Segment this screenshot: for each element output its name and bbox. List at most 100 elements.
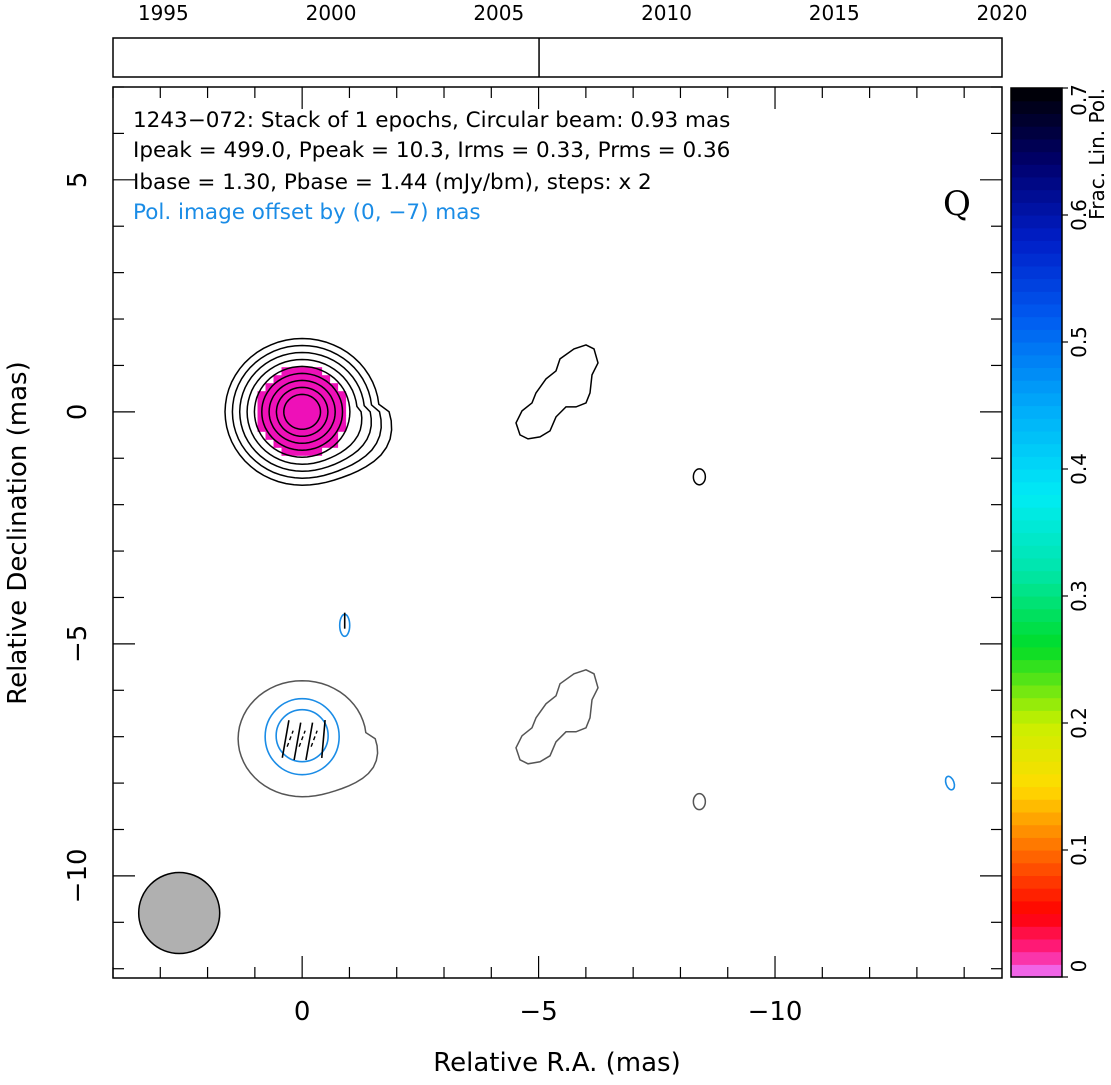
colorbar-tick-label: 0.1: [1067, 834, 1091, 866]
colorbar-ticks: 0 0.1 0.2 0.3 0.4 0.5 0.6 0.7: [1062, 84, 1091, 978]
frac-pol-pixel: [305, 447, 315, 456]
x-axis-ticks: 0 −5 −10: [112, 87, 965, 1027]
frac-pol-pixel: [289, 447, 299, 456]
colorbar-cell: [1011, 672, 1062, 686]
frac-pol-pixel: [305, 367, 315, 376]
frac-pol-pixel: [313, 431, 323, 440]
offset-note: Pol. image offset by (0, −7) mas: [133, 200, 481, 225]
colorbar: 0 0.1 0.2 0.3 0.4 0.5 0.6 0.7 Frac. Lin. Pol.: [1010, 84, 1109, 978]
y-tick-label: 0: [63, 404, 93, 421]
stokes-i-contour: [275, 386, 329, 438]
epoch-year-label: 2000: [306, 1, 357, 25]
pol-contours: [264, 613, 956, 791]
frac-pol-pixel: [289, 383, 299, 392]
frac-pol-pixel: [297, 447, 307, 456]
stokes-i-contours: [224, 337, 707, 811]
colorbar-cell: [1011, 443, 1062, 457]
frac-pol-pixel: [297, 431, 307, 440]
frac-pol-pixel: [297, 423, 307, 432]
pol-contour: [264, 697, 340, 776]
frac-pol-pixel: [329, 407, 339, 416]
knot-contour: [692, 468, 707, 486]
y-tick-label: −10: [63, 848, 93, 903]
y-axis-ticks: 5 0 −5 −10: [63, 86, 1002, 970]
epoch-year-label: 2015: [809, 1, 860, 25]
colorbar-cell: [1011, 367, 1062, 381]
frac-pol-pixel: [257, 423, 267, 432]
stokes-i-contour: [253, 365, 351, 458]
colorbar-cell: [1011, 240, 1062, 254]
info-line-1: 1243−072: Stack of 1 epochs, Circular be…: [133, 108, 730, 133]
colorbar-cell: [1011, 380, 1062, 394]
colorbar-cell: [1011, 938, 1062, 953]
frac-pol-pixel: [265, 383, 275, 392]
frac-pol-pixel: [281, 391, 291, 400]
evpa-stick-inner: [310, 730, 318, 747]
colorbar-cell: [1011, 799, 1062, 813]
frac-pol-pixel: [297, 407, 307, 416]
epoch-year-label: 1995: [138, 1, 189, 25]
evpa-stick: [320, 720, 326, 759]
colorbar-cell: [1011, 392, 1062, 407]
colorbar-cell: [1011, 646, 1062, 661]
colorbar-cell: [1011, 596, 1062, 610]
colorbar-tick-label: 0.3: [1067, 580, 1091, 612]
frac-pol-pixel: [313, 367, 323, 376]
colorbar-cell: [1011, 126, 1062, 140]
frac-pol-pixel: [329, 439, 339, 448]
frac-pol-pixel: [321, 407, 331, 416]
evpa-stick-inner: [298, 730, 306, 747]
colorbar-cell: [1011, 532, 1062, 546]
colorbar-cell: [1011, 113, 1062, 127]
frac-pol-pixel: [337, 391, 347, 400]
colorbar-tick-label: 0.7: [1067, 84, 1091, 116]
frac-pol-pixel: [329, 391, 339, 400]
colorbar-cell: [1011, 100, 1062, 114]
frac-pol-pixel: [313, 447, 323, 456]
stokes-i-contour: [283, 393, 322, 431]
colorbar-tick-label: 0: [1067, 960, 1091, 973]
colorbar-cell: [1011, 862, 1062, 876]
frac-pol-pixel: [265, 423, 275, 432]
colorbar-cell: [1011, 88, 1062, 102]
colorbar-cell: [1011, 329, 1062, 343]
frac-pol-pixel: [337, 423, 347, 432]
colorbar-cell: [1011, 519, 1062, 534]
frac-pol-pixel: [321, 375, 331, 384]
colorbar-cell: [1011, 342, 1062, 356]
frac-pol-pixel: [281, 431, 291, 440]
knot-contour-offset: [692, 792, 707, 811]
colorbar-cell: [1011, 507, 1062, 521]
colorbar-cell: [1011, 253, 1062, 267]
frac-pol-pixel: [273, 439, 283, 448]
evpa-stick: [305, 722, 314, 761]
frac-pol-pixel: [329, 423, 339, 432]
jet-contour: [515, 344, 599, 440]
frac-pol-pixel: [297, 415, 307, 424]
colorbar-cell: [1011, 583, 1062, 597]
frac-pol-pixel: [305, 375, 315, 384]
colorbar-cell: [1011, 786, 1062, 800]
colorbar-cell: [1011, 926, 1062, 940]
frac-pol-pixel: [281, 439, 291, 448]
stokes-i-contour: [238, 351, 372, 472]
stokes-letter: Q: [943, 184, 971, 224]
colorbar-cell: [1011, 735, 1062, 749]
pol-contour: [275, 708, 329, 763]
epoch-year-label: 2005: [473, 1, 524, 25]
colorbar-cell: [1011, 164, 1062, 178]
info-line-2: Ipeak = 499.0, Ppeak = 10.3, Irms = 0.33…: [133, 138, 730, 163]
frac-pol-pixel: [273, 375, 283, 384]
colorbar-cell: [1011, 659, 1062, 673]
plot-frame: [112, 86, 1003, 979]
frac-pol-pixel: [273, 391, 283, 400]
stokes-i-contour-offset: [237, 679, 379, 798]
frac-pol-pixel: [281, 423, 291, 432]
colorbar-cell: [1011, 151, 1062, 165]
x-axis-label: Relative R.A. (mas): [433, 1048, 680, 1078]
stokes-i-contour: [231, 344, 382, 479]
frac-pol-pixel: [281, 367, 291, 376]
frac-pol-pixel: [321, 431, 331, 440]
colorbar-cell: [1011, 608, 1062, 622]
frac-pol-pixel: [289, 439, 299, 448]
